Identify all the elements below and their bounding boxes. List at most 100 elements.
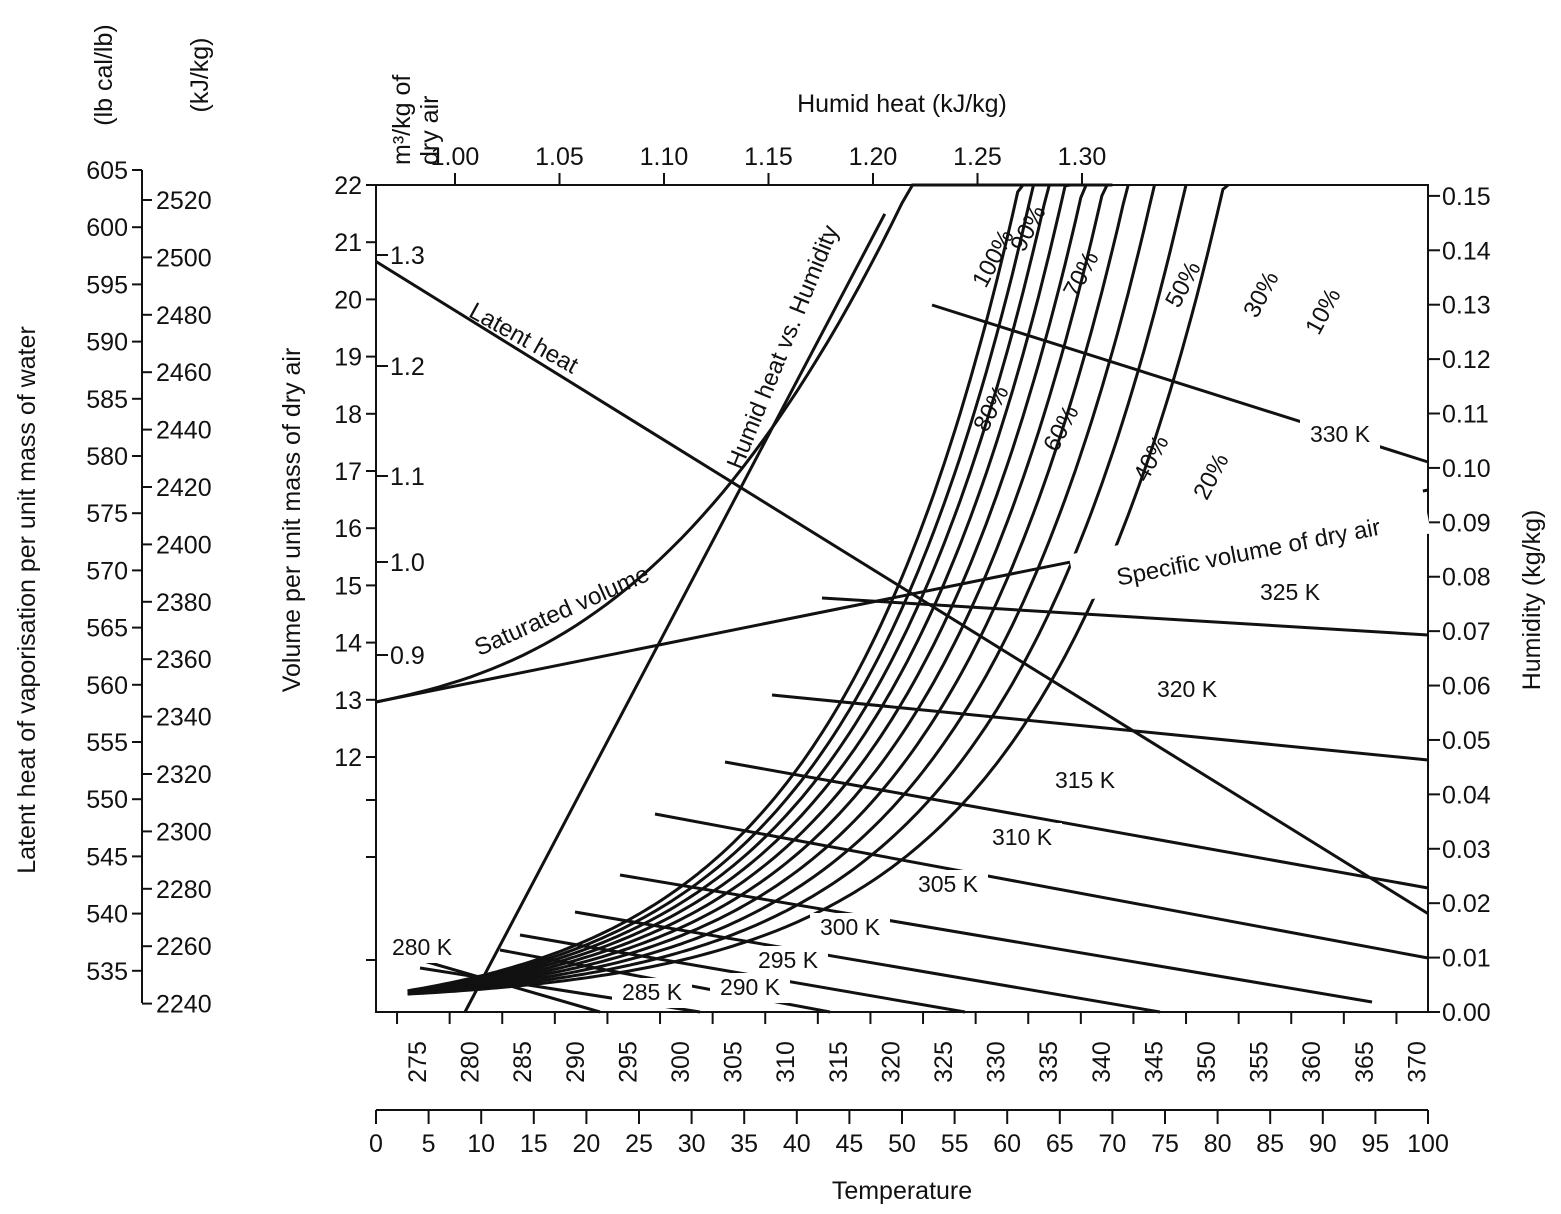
humid-heat-tick-label-1-20: 1.20 <box>849 143 898 171</box>
kelvin-tick-label-285: 285 <box>509 1041 537 1083</box>
humidity-tick-label-0-05: 0.05 <box>1442 727 1491 755</box>
lbcal-tick-label-565: 565 <box>86 615 128 643</box>
rh-label-30: 30% <box>1238 267 1284 322</box>
volume-units-title-2: dry air <box>416 96 444 165</box>
adiabat-label-bg-320-k <box>1147 675 1227 705</box>
rh-curve-100 <box>407 184 1025 993</box>
celsius-tick-label-50: 50 <box>888 1130 916 1158</box>
humidity-tick-label-0-02: 0.02 <box>1442 890 1491 918</box>
humid-heat-axis-title: Humid heat (kJ/kg) <box>797 90 1007 118</box>
lbcal-tick-label-590: 590 <box>86 329 128 357</box>
celsius-tick-label-55: 55 <box>941 1130 969 1158</box>
kj-tick-label-2440: 2440 <box>156 417 212 445</box>
volume-tick-label-14: 14 <box>334 630 362 658</box>
kelvin-tick-label-305: 305 <box>720 1041 748 1083</box>
volume-tick-label-15: 15 <box>334 572 362 600</box>
adiabat-label-310-k: 310 K <box>992 824 1053 850</box>
rh-curve-40 <box>407 184 1130 995</box>
kelvin-tick-label-365: 365 <box>1351 1041 1379 1083</box>
humid-heat-tick-label-1-25: 1.25 <box>953 143 1002 171</box>
volume-tick-label-17: 17 <box>334 458 362 486</box>
kelvin-tick-label-370: 370 <box>1403 1041 1431 1083</box>
adiabat-label-bg-330-k <box>1300 420 1380 450</box>
lbcal-tick-label-595: 595 <box>86 271 128 299</box>
humidity-tick-label-0-10: 0.10 <box>1442 455 1491 483</box>
volume-tick-label-22: 22 <box>334 172 362 200</box>
volume-tick-label-13: 13 <box>334 687 362 715</box>
adiabat-315-k <box>724 760 1429 890</box>
celsius-tick-label-15: 15 <box>520 1130 548 1158</box>
adiabat-label-300-k: 300 K <box>820 914 881 940</box>
rh-label-10: 10% <box>1300 284 1346 339</box>
lbcal-tick-label-550: 550 <box>86 786 128 814</box>
humid-heat-line <box>463 213 887 1013</box>
latent-heat-label: Latent heat <box>465 298 583 380</box>
kj-tick-label-2400: 2400 <box>156 531 212 559</box>
volume-units-title: m³/kg of <box>388 75 416 165</box>
adiabat-320-k <box>771 693 1429 762</box>
latent-heat-line <box>375 260 1429 915</box>
celsius-tick-label-70: 70 <box>1098 1130 1126 1158</box>
lbcal-tick-label-545: 545 <box>86 843 128 871</box>
adiabat-label-bg-305-k <box>908 870 988 900</box>
kj-tick-label-2260: 2260 <box>156 933 212 961</box>
adiabat-310-k <box>654 812 1429 960</box>
lbcal-tick-label-600: 600 <box>86 214 128 242</box>
humidity-tick-label-0-00: 0.00 <box>1442 999 1491 1027</box>
lbcal-tick-label-535: 535 <box>86 958 128 986</box>
adiabat-label-305-k: 305 K <box>918 871 979 897</box>
adiabat-label-280-k: 280 K <box>392 934 453 960</box>
adiabat-label-bg-280-k <box>382 933 462 963</box>
humidity-tick-label-0-11: 0.11 <box>1442 401 1489 429</box>
adiabat-label-bg-325-k <box>1250 578 1330 608</box>
lbcal-tick-label-540: 540 <box>86 901 128 929</box>
kelvin-tick-label-310: 310 <box>772 1041 800 1083</box>
kelvin-tick-label-280: 280 <box>457 1041 485 1083</box>
volume-tick-label-20: 20 <box>334 286 362 314</box>
volume-tick-label-19: 19 <box>334 344 362 372</box>
adiabat-label-bg-285-k <box>612 978 692 1008</box>
lbcal-tick-label-575: 575 <box>86 500 128 528</box>
volume-axis-title: Volume per unit mass of dry air <box>278 348 306 693</box>
adiabat-label-330-k: 330 K <box>1310 421 1371 447</box>
volume-m3-tick-label-1-1: 1.1 <box>390 463 425 491</box>
humidity-tick-label-0-15: 0.15 <box>1442 183 1491 211</box>
saturated-volume-label: Saturated volume <box>471 561 654 662</box>
celsius-tick-label-80: 80 <box>1204 1130 1232 1158</box>
kelvin-tick-label-300: 300 <box>667 1041 695 1083</box>
humidity-tick-label-0-13: 0.13 <box>1442 292 1491 320</box>
adiabat-305-k <box>619 873 1373 1004</box>
humid-heat-tick-label-1-15: 1.15 <box>744 143 793 171</box>
kj-tick-label-2460: 2460 <box>156 359 212 387</box>
celsius-tick-label-5: 5 <box>422 1130 436 1158</box>
rh-label-70: 70% <box>1058 247 1104 302</box>
humidity-axis-title: Humidity (kg/kg) <box>1518 510 1546 691</box>
celsius-tick-label-25: 25 <box>625 1130 653 1158</box>
temperature-axis-title: Temperature <box>832 1177 972 1205</box>
kj-tick-label-2320: 2320 <box>156 761 212 789</box>
kelvin-tick-label-275: 275 <box>404 1041 432 1083</box>
kelvin-tick-label-335: 335 <box>1035 1041 1063 1083</box>
rh-curve-30 <box>407 184 1156 995</box>
plot-frame <box>375 184 1429 1013</box>
celsius-tick-label-40: 40 <box>783 1130 811 1158</box>
volume-m3-tick-label-1-2: 1.2 <box>390 353 425 381</box>
kelvin-tick-label-360: 360 <box>1298 1041 1326 1083</box>
kelvin-tick-label-320: 320 <box>877 1041 905 1083</box>
humidity-tick-label-0-09: 0.09 <box>1442 509 1491 537</box>
celsius-tick-label-30: 30 <box>678 1130 706 1158</box>
adiabat-325-k <box>821 596 1429 637</box>
celsius-tick-label-65: 65 <box>1046 1130 1074 1158</box>
celsius-tick-label-100: 100 <box>1407 1130 1449 1158</box>
humidity-tick-label-0-08: 0.08 <box>1442 564 1491 592</box>
kj-tick-label-2300: 2300 <box>156 818 212 846</box>
rh-curve-50 <box>407 184 1109 995</box>
humidity-tick-label-0-01: 0.01 <box>1442 945 1491 973</box>
specific-volume-label-bg <box>1068 486 1432 602</box>
kj-tick-label-2240: 2240 <box>156 991 212 1019</box>
adiabat-label-bg-300-k <box>810 913 890 943</box>
celsius-tick-label-20: 20 <box>572 1130 600 1158</box>
celsius-tick-label-90: 90 <box>1309 1130 1337 1158</box>
kj-tick-label-2520: 2520 <box>156 187 212 215</box>
